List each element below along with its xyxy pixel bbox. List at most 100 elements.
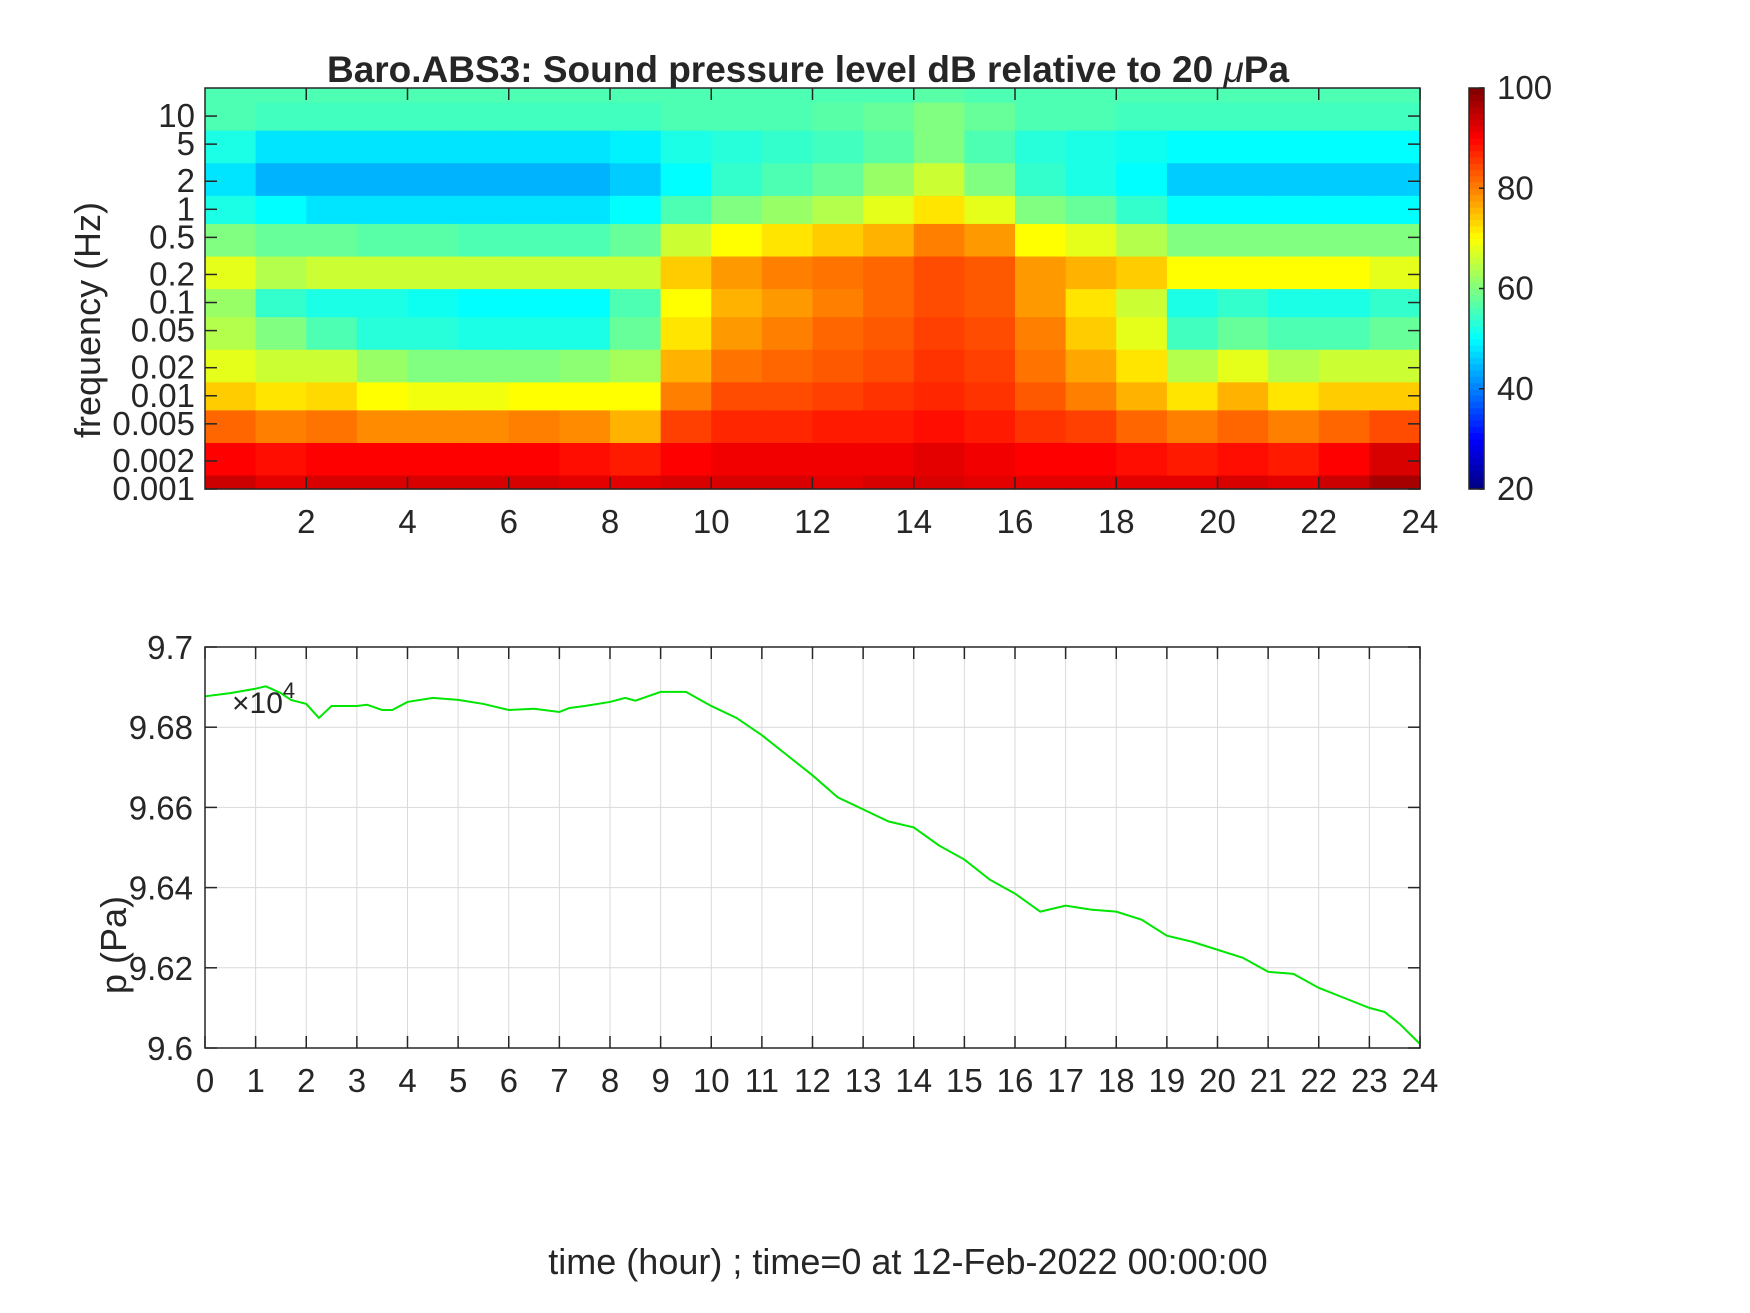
colorbar-segment — [1469, 476, 1484, 484]
spectrogram-cell — [1217, 195, 1269, 224]
spectrogram-cell — [761, 474, 814, 490]
spectrogram-cell — [913, 474, 965, 490]
spectrogram-cell — [356, 474, 409, 490]
spectrogram-x-tick-label: 6 — [500, 503, 518, 540]
colorbar-segment — [1469, 275, 1484, 283]
colorbar-segment — [1469, 313, 1484, 321]
colorbar-segment — [1469, 244, 1484, 252]
spectrogram-y-tick-label: 0.001 — [112, 470, 195, 507]
spectrogram-cell — [205, 409, 257, 443]
spectrogram-cell — [761, 381, 814, 411]
colorbar-segment — [1469, 225, 1484, 233]
spectrogram-cell — [964, 288, 1016, 318]
spectrogram-cell — [1065, 223, 1117, 257]
spectrogram-cell — [1015, 474, 1067, 490]
spectrogram-cell — [660, 102, 712, 131]
spectrogram-cell — [306, 316, 358, 350]
spectrogram-cell — [559, 102, 611, 131]
spectrogram-cell — [356, 316, 409, 350]
spectrogram-cell — [508, 381, 560, 411]
spectrogram-cell — [1318, 288, 1370, 318]
spectrogram-cell — [1065, 474, 1117, 490]
spectrogram-cell — [508, 349, 560, 383]
colorbar-segment — [1469, 219, 1484, 227]
spectrogram-cell — [1065, 130, 1117, 164]
spectrogram-cell — [1116, 102, 1168, 131]
spectrogram-cell — [306, 381, 358, 411]
spectrogram-cell — [761, 162, 814, 196]
spectrogram-cell — [964, 442, 1016, 476]
spectrogram-cell — [1217, 316, 1269, 350]
colorbar-segment — [1469, 207, 1484, 214]
colorbar-segment — [1469, 326, 1484, 333]
spectrogram-cell — [1268, 195, 1320, 224]
spectrogram-cell — [761, 102, 814, 131]
spectrogram-cell — [660, 349, 712, 383]
spectrogram-cell — [610, 349, 662, 383]
spectrogram-cell — [1166, 88, 1219, 103]
spectrogram-cell — [306, 349, 358, 383]
spectrogram-cell — [1369, 255, 1421, 290]
spectrogram-cell — [913, 195, 965, 224]
spectrogram-cell — [863, 195, 915, 224]
spectrogram-cell — [559, 381, 611, 411]
colorbar-segment — [1469, 269, 1484, 277]
colorbar-tick-label: 100 — [1497, 69, 1552, 106]
colorbar-segment — [1469, 369, 1484, 377]
spectrogram-cell — [913, 102, 965, 131]
spectrogram-cell — [508, 88, 560, 103]
pressure-x-tick-label: 19 — [1149, 1062, 1186, 1099]
spectrogram-cell — [660, 162, 712, 196]
spectrogram-cell — [1015, 381, 1067, 411]
spectrogram-cell — [407, 409, 459, 443]
spectrogram-cell — [610, 288, 662, 318]
spectrogram-cell — [761, 195, 814, 224]
pressure-x-tick-label: 15 — [946, 1062, 983, 1099]
spectrogram-cell — [458, 442, 510, 476]
colorbar-segment — [1469, 188, 1484, 196]
spectrogram-cell — [1217, 88, 1269, 103]
spectrogram-cell — [559, 316, 611, 350]
spectrogram-cell — [610, 442, 662, 476]
spectrogram-cell — [508, 195, 560, 224]
spectrogram-cell — [255, 102, 307, 131]
spectrogram-cell — [356, 442, 409, 476]
spectrogram-x-tick-label: 14 — [895, 503, 932, 540]
colorbar-tick-label: 80 — [1497, 169, 1534, 206]
spectrogram-cell — [660, 316, 712, 350]
pressure-y-tick-label: 9.6 — [147, 1030, 193, 1067]
pressure-x-tick-label: 21 — [1250, 1062, 1287, 1099]
pressure-series-line — [204, 685, 1421, 1045]
spectrogram-cell — [711, 102, 763, 131]
spectrogram-cell — [255, 162, 307, 196]
spectrogram-y-tick-label: 0.2 — [149, 255, 195, 292]
spectrogram-cell — [356, 349, 409, 383]
spectrogram-cell — [306, 195, 358, 224]
spectrogram-cell — [1268, 255, 1320, 290]
spectrogram-cell — [964, 381, 1016, 411]
colorbar-segment — [1469, 344, 1484, 352]
spectrogram-cell — [1268, 130, 1320, 164]
spectrogram-cell — [1116, 442, 1168, 476]
spectrogram-cell — [1268, 102, 1320, 131]
colorbar-segment — [1469, 257, 1484, 265]
spectrogram-cell — [1268, 288, 1320, 318]
spectrogram-y-tick-label: 1 — [177, 190, 195, 227]
spectrogram-cell — [458, 102, 510, 131]
spectrogram-cell — [1065, 349, 1117, 383]
spectrogram-cell — [1268, 88, 1320, 103]
spectrogram-cell — [458, 409, 510, 443]
spectrogram-cell — [306, 442, 358, 476]
pressure-y-tick-label: 9.62 — [129, 950, 193, 987]
spectrogram-cell — [1015, 288, 1067, 318]
spectrogram-cell — [407, 102, 459, 131]
spectrogram-cell — [306, 223, 358, 257]
spectrogram-cell — [964, 102, 1016, 131]
colorbar-segment — [1469, 144, 1484, 152]
spectrogram-cell — [660, 255, 712, 290]
spectrogram-cell — [1217, 130, 1269, 164]
colorbar-segment — [1469, 263, 1484, 271]
spectrogram-cell — [1318, 316, 1370, 350]
spectrogram-cell — [356, 255, 409, 290]
